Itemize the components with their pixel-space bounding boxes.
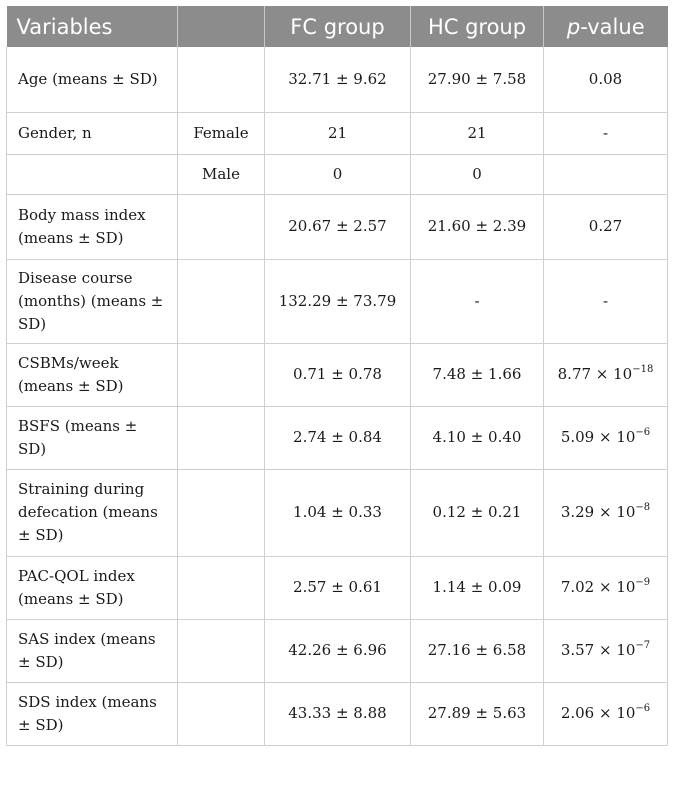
cell-fc-group: 42.26 ± 6.96 bbox=[264, 619, 411, 683]
cell-p-value: - bbox=[543, 112, 668, 155]
cell-fc-group: 1.04 ± 0.33 bbox=[264, 469, 411, 557]
cell-hc-group: 21.60 ± 2.39 bbox=[410, 194, 544, 260]
table-body: Age (means ± SD) 32.71 ± 9.62 27.90 ± 7.58… bbox=[6, 47, 668, 746]
p-value-exponent: −18 bbox=[632, 364, 654, 375]
table-row: Disease course (months) (means ± SD) 132.… bbox=[6, 259, 668, 344]
cell-p-value: 0.27 bbox=[543, 194, 668, 260]
p-value-base: 8.77 × 10 bbox=[557, 365, 633, 383]
cell-subgroup bbox=[177, 682, 265, 746]
table-row: SDS index (means ± SD) 43.33 ± 8.88 27.89 … bbox=[6, 682, 668, 746]
header-subgroup bbox=[177, 6, 265, 47]
table-row: Age (means ± SD) 32.71 ± 9.62 27.90 ± 7.58… bbox=[6, 47, 668, 113]
cell-hc-group: 27.16 ± 6.58 bbox=[410, 619, 544, 683]
cell-p-value: 2.06 × 10−6 bbox=[543, 682, 668, 746]
cell-variable: Straining during defecation (means ± SD) bbox=[6, 469, 178, 557]
cell-hc-group: 4.10 ± 0.40 bbox=[410, 406, 544, 470]
cell-variable: CSBMs/week (means ± SD) bbox=[6, 343, 178, 407]
table-row: Body mass index (means ± SD) 20.67 ± 2.57… bbox=[6, 194, 668, 260]
table-row: CSBMs/week (means ± SD) 0.71 ± 0.78 7.48 ±… bbox=[6, 343, 668, 407]
cell-subgroup bbox=[177, 194, 265, 260]
header-p-rest: -value bbox=[580, 14, 645, 39]
p-value-base: - bbox=[602, 123, 609, 142]
cell-p-value: 0.08 bbox=[543, 47, 668, 113]
cell-subgroup: Female bbox=[177, 112, 265, 155]
cell-p-value: 5.09 × 10−6 bbox=[543, 406, 668, 470]
cell-p-value: 3.29 × 10−8 bbox=[543, 469, 668, 557]
cell-variable: Age (means ± SD) bbox=[6, 47, 178, 113]
cell-variable bbox=[6, 154, 178, 195]
cell-variable: SDS index (means ± SD) bbox=[6, 682, 178, 746]
cell-variable: SAS index (means ± SD) bbox=[6, 619, 178, 683]
cell-fc-group: 21 bbox=[264, 112, 411, 155]
cell-subgroup bbox=[177, 406, 265, 470]
cell-fc-group: 20.67 ± 2.57 bbox=[264, 194, 411, 260]
table-row: SAS index (means ± SD) 42.26 ± 6.96 27.16 … bbox=[6, 619, 668, 683]
p-value-exponent: −9 bbox=[635, 577, 651, 588]
cell-hc-group: 0 bbox=[410, 154, 544, 195]
cell-hc-group: 27.90 ± 7.58 bbox=[410, 47, 544, 113]
table-header: Variables FC group HC group p-value bbox=[6, 6, 668, 47]
cell-p-value: 3.57 × 10−7 bbox=[543, 619, 668, 683]
header-p-italic: p bbox=[566, 14, 581, 39]
cell-variable: PAC-QOL index (means ± SD) bbox=[6, 556, 178, 620]
p-value-base: 3.29 × 10 bbox=[560, 503, 636, 521]
cell-hc-group: 27.89 ± 5.63 bbox=[410, 682, 544, 746]
cell-fc-group: 132.29 ± 73.79 bbox=[264, 259, 411, 344]
p-value-exponent: −7 bbox=[635, 640, 651, 651]
cell-subgroup bbox=[177, 619, 265, 683]
cell-subgroup bbox=[177, 469, 265, 557]
cell-subgroup: Male bbox=[177, 154, 265, 195]
cell-fc-group: 32.71 ± 9.62 bbox=[264, 47, 411, 113]
cell-hc-group: - bbox=[410, 259, 544, 344]
table-row: Gender, n Female 21 21- bbox=[6, 112, 668, 155]
table-row: PAC-QOL index (means ± SD) 2.57 ± 0.61 1.1… bbox=[6, 556, 668, 620]
p-value-base: 7.02 × 10 bbox=[560, 578, 636, 596]
p-value-base: 3.57 × 10 bbox=[560, 641, 636, 659]
cell-hc-group: 7.48 ± 1.66 bbox=[410, 343, 544, 407]
cell-p-value bbox=[543, 154, 668, 195]
cell-fc-group: 0 bbox=[264, 154, 411, 195]
cell-subgroup bbox=[177, 556, 265, 620]
cell-fc-group: 2.57 ± 0.61 bbox=[264, 556, 411, 620]
p-value-exponent: −8 bbox=[635, 502, 651, 513]
header-p-value: p-value bbox=[543, 6, 668, 47]
cell-variable: Disease course (months) (means ± SD) bbox=[6, 259, 178, 344]
p-value-base: 5.09 × 10 bbox=[560, 428, 636, 446]
cell-p-value: - bbox=[543, 259, 668, 344]
cell-variable: Body mass index (means ± SD) bbox=[6, 194, 178, 260]
cell-fc-group: 43.33 ± 8.88 bbox=[264, 682, 411, 746]
cell-hc-group: 21 bbox=[410, 112, 544, 155]
p-value-base: 0.27 bbox=[588, 217, 623, 235]
cell-variable: Gender, n bbox=[6, 112, 178, 155]
cell-fc-group: 0.71 ± 0.78 bbox=[264, 343, 411, 407]
p-value-exponent: −6 bbox=[635, 703, 651, 714]
cell-subgroup bbox=[177, 343, 265, 407]
cell-hc-group: 0.12 ± 0.21 bbox=[410, 469, 544, 557]
clinical-characteristics-table: Variables FC group HC group p-value Age … bbox=[6, 6, 668, 746]
header-variables: Variables bbox=[6, 6, 178, 47]
table-row: Straining during defecation (means ± SD)… bbox=[6, 469, 668, 557]
cell-p-value: 7.02 × 10−9 bbox=[543, 556, 668, 620]
header-row: Variables FC group HC group p-value bbox=[6, 6, 668, 47]
p-value-exponent: −6 bbox=[635, 427, 651, 438]
header-hc-group: HC group bbox=[410, 6, 544, 47]
p-value-base: 0.08 bbox=[588, 69, 623, 88]
cell-subgroup bbox=[177, 259, 265, 344]
table-row: BSFS (means ± SD) 2.74 ± 0.84 4.10 ± 0.40 5… bbox=[6, 406, 668, 470]
table-row: Male 0 0 bbox=[6, 154, 668, 195]
cell-subgroup bbox=[177, 47, 265, 113]
cell-fc-group: 2.74 ± 0.84 bbox=[264, 406, 411, 470]
cell-hc-group: 1.14 ± 0.09 bbox=[410, 556, 544, 620]
header-fc-group: FC group bbox=[264, 6, 411, 47]
cell-p-value: 8.77 × 10−18 bbox=[543, 343, 668, 407]
p-value-base: 2.06 × 10 bbox=[560, 704, 636, 722]
p-value-base: - bbox=[602, 291, 609, 310]
cell-variable: BSFS (means ± SD) bbox=[6, 406, 178, 470]
